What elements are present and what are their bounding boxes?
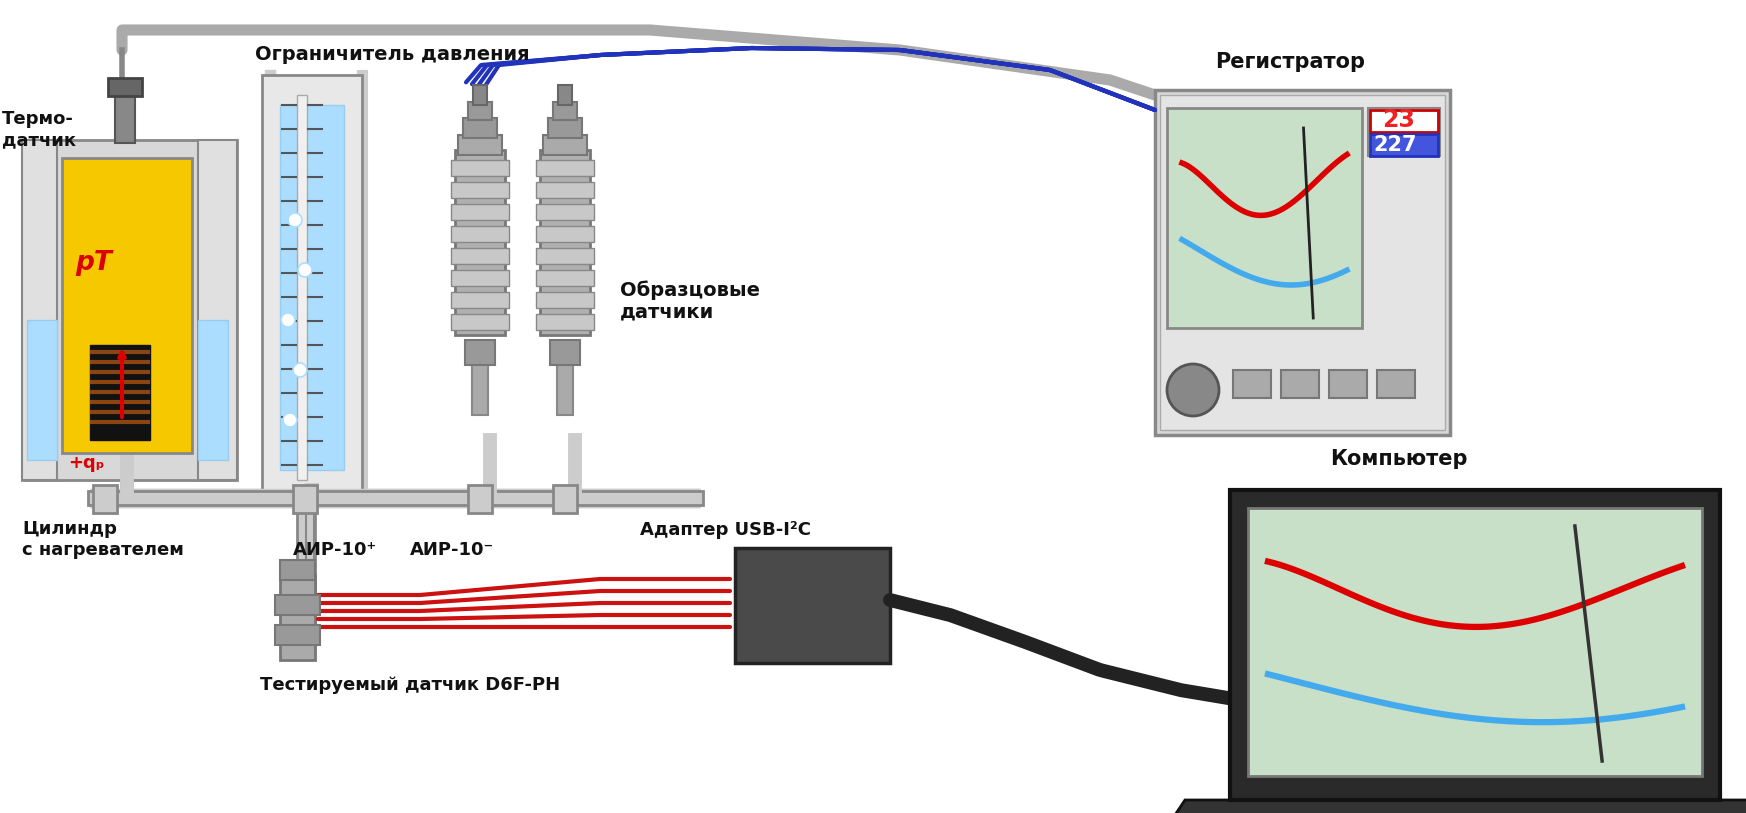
Text: Тестируемый датчик D6F-PH: Тестируемый датчик D6F-PH	[260, 676, 560, 694]
Circle shape	[288, 213, 302, 227]
Text: Цилиндр
с нагревателем: Цилиндр с нагревателем	[23, 520, 183, 559]
Bar	[463, 118, 498, 138]
Bar	[1229, 490, 1720, 800]
Bar	[276, 595, 320, 615]
Bar	[197, 140, 237, 480]
Bar	[536, 182, 594, 198]
Bar	[1371, 110, 1439, 132]
Bar	[297, 491, 314, 621]
Bar	[468, 485, 492, 513]
Text: Ограничитель давления: Ограничитель давления	[255, 45, 529, 64]
Bar	[553, 102, 576, 120]
Circle shape	[281, 313, 295, 327]
Bar	[23, 140, 237, 480]
Text: Термо-
датчик: Термо- датчик	[2, 110, 77, 149]
Bar	[279, 575, 314, 660]
Bar	[1233, 370, 1271, 398]
Bar	[87, 491, 704, 505]
Bar	[450, 314, 510, 330]
Bar	[450, 248, 510, 264]
Bar	[536, 204, 594, 220]
Bar	[553, 485, 576, 513]
Bar	[464, 340, 496, 365]
Bar	[473, 85, 487, 105]
Text: 227: 227	[1372, 135, 1416, 155]
Bar	[557, 360, 573, 415]
Bar	[262, 75, 361, 490]
Text: Адаптер USB-I²C: Адаптер USB-I²C	[641, 521, 810, 539]
Bar	[293, 485, 318, 513]
Bar	[1166, 108, 1362, 328]
Bar	[548, 118, 581, 138]
Bar	[1329, 370, 1367, 398]
Circle shape	[299, 263, 313, 277]
Text: Образцовые
датчики: Образцовые датчики	[620, 280, 760, 322]
Bar	[536, 160, 594, 176]
Bar	[297, 95, 307, 480]
Bar	[91, 345, 150, 440]
Bar	[450, 270, 510, 286]
Bar	[536, 248, 594, 264]
Text: Регистратор: Регистратор	[1215, 52, 1365, 72]
Circle shape	[1166, 364, 1219, 416]
Bar	[536, 270, 594, 286]
Bar	[1159, 95, 1446, 430]
Text: АИР-10⁺: АИР-10⁺	[293, 541, 377, 559]
Bar	[1282, 370, 1318, 398]
Bar	[93, 485, 117, 513]
Bar	[540, 150, 590, 335]
Bar	[735, 548, 890, 663]
Bar	[450, 292, 510, 308]
Text: pТ: pТ	[75, 250, 112, 276]
Circle shape	[293, 363, 307, 377]
Bar	[468, 102, 492, 120]
Bar	[115, 85, 134, 143]
Bar	[536, 226, 594, 242]
Bar	[279, 560, 314, 580]
Bar	[450, 182, 510, 198]
Bar	[536, 314, 594, 330]
Bar	[550, 340, 580, 365]
Text: АИР-10⁻: АИР-10⁻	[410, 541, 494, 559]
Text: 23: 23	[1383, 108, 1414, 132]
Bar	[197, 320, 229, 460]
Bar	[543, 135, 587, 155]
Bar	[63, 158, 192, 453]
Bar	[1248, 508, 1702, 776]
Bar	[26, 320, 58, 460]
Bar	[1378, 370, 1414, 398]
Text: Компьютер: Компьютер	[1330, 449, 1467, 469]
Bar	[1371, 134, 1439, 156]
Bar	[559, 85, 573, 105]
Bar	[457, 135, 503, 155]
Bar	[450, 204, 510, 220]
Circle shape	[283, 413, 297, 427]
Text: +qₚ: +qₚ	[68, 454, 105, 472]
Bar	[450, 160, 510, 176]
Bar	[23, 140, 58, 480]
Bar	[279, 105, 344, 470]
Bar	[450, 226, 510, 242]
Bar	[456, 150, 505, 335]
Bar	[108, 78, 141, 96]
Bar	[1369, 108, 1440, 156]
Bar	[471, 360, 487, 415]
Bar	[306, 498, 314, 560]
Bar	[536, 292, 594, 308]
Polygon shape	[1145, 800, 1746, 813]
Bar	[276, 625, 320, 645]
Bar	[1156, 90, 1449, 435]
